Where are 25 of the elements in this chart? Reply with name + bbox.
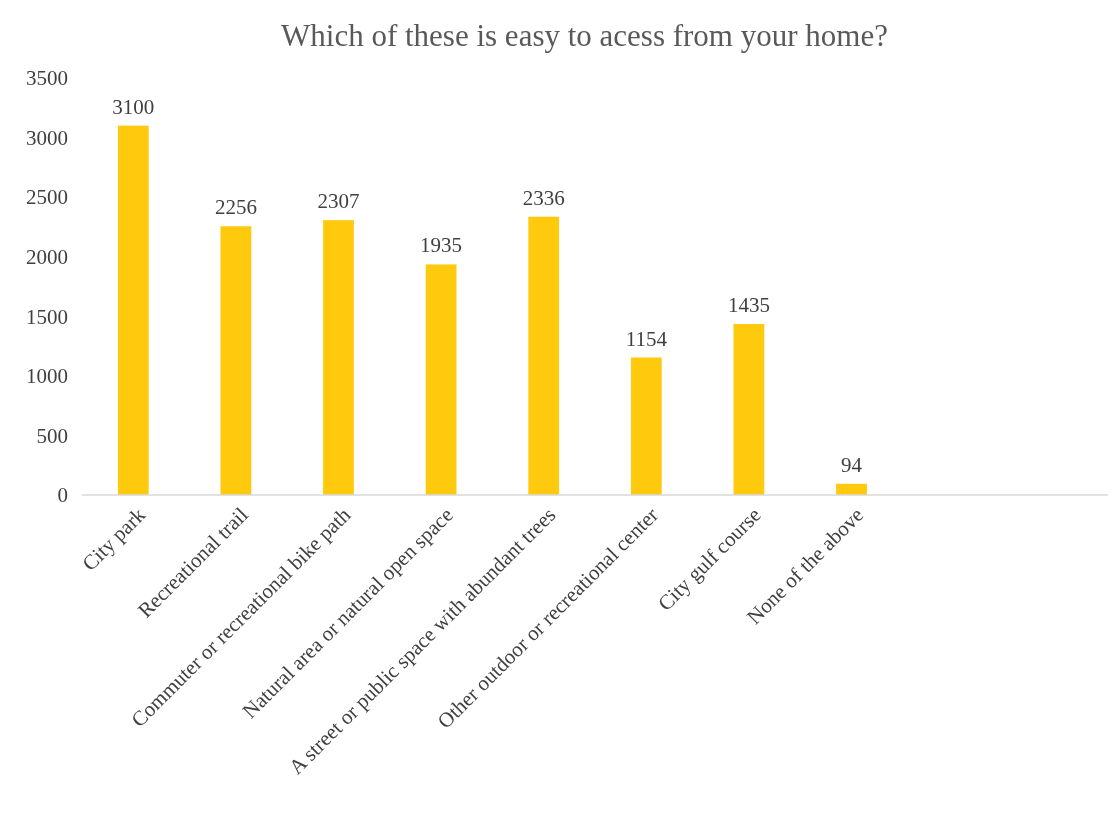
bar: [528, 216, 560, 495]
data-label: 2256: [214, 195, 257, 220]
chart-title: Which of these is easy to acess from your home?: [281, 18, 888, 53]
y-tick-label: 1000: [26, 364, 68, 389]
y-tick-label: 2500: [26, 185, 68, 210]
y-tick-label: 1500: [26, 304, 68, 329]
data-label: 1154: [625, 326, 668, 351]
y-tick-label: 500: [36, 423, 68, 448]
y-tick-label: 2000: [26, 245, 68, 270]
bar: [117, 125, 149, 495]
data-label: 2307: [317, 189, 360, 214]
bar: [733, 324, 765, 495]
data-label: 1935: [420, 233, 463, 258]
y-tick-label: 3500: [26, 66, 68, 91]
data-label: 1435: [727, 293, 770, 318]
bar: [220, 226, 252, 495]
bar: [425, 264, 457, 495]
y-tick-label: 3000: [26, 125, 68, 150]
bar: [630, 357, 662, 495]
bar: [836, 483, 867, 495]
data-label: 94: [841, 452, 863, 477]
y-tick-label: 0: [57, 483, 68, 508]
data-label: 2336: [522, 185, 565, 210]
bar: [323, 220, 354, 495]
data-label: 3100: [112, 94, 155, 119]
